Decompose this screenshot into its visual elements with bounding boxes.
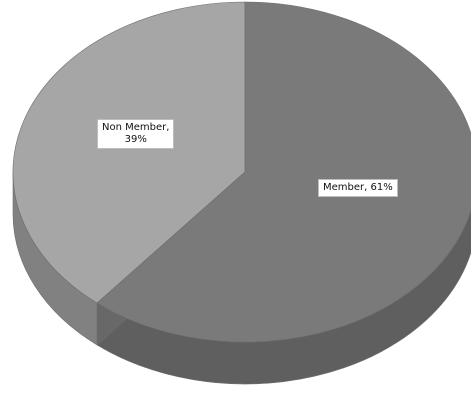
data-label-non-member-name: Non Member, <box>102 122 170 133</box>
pie-slice-non-member <box>12 1 246 304</box>
data-label-member-text: Member, 61% <box>323 182 393 193</box>
data-label-non-member-percent: 39% <box>124 134 147 145</box>
data-label-non-member: Non Member, 39% <box>97 119 175 149</box>
data-label-member: Member, 61% <box>318 179 398 197</box>
pie-slice-member <box>96 1 471 343</box>
